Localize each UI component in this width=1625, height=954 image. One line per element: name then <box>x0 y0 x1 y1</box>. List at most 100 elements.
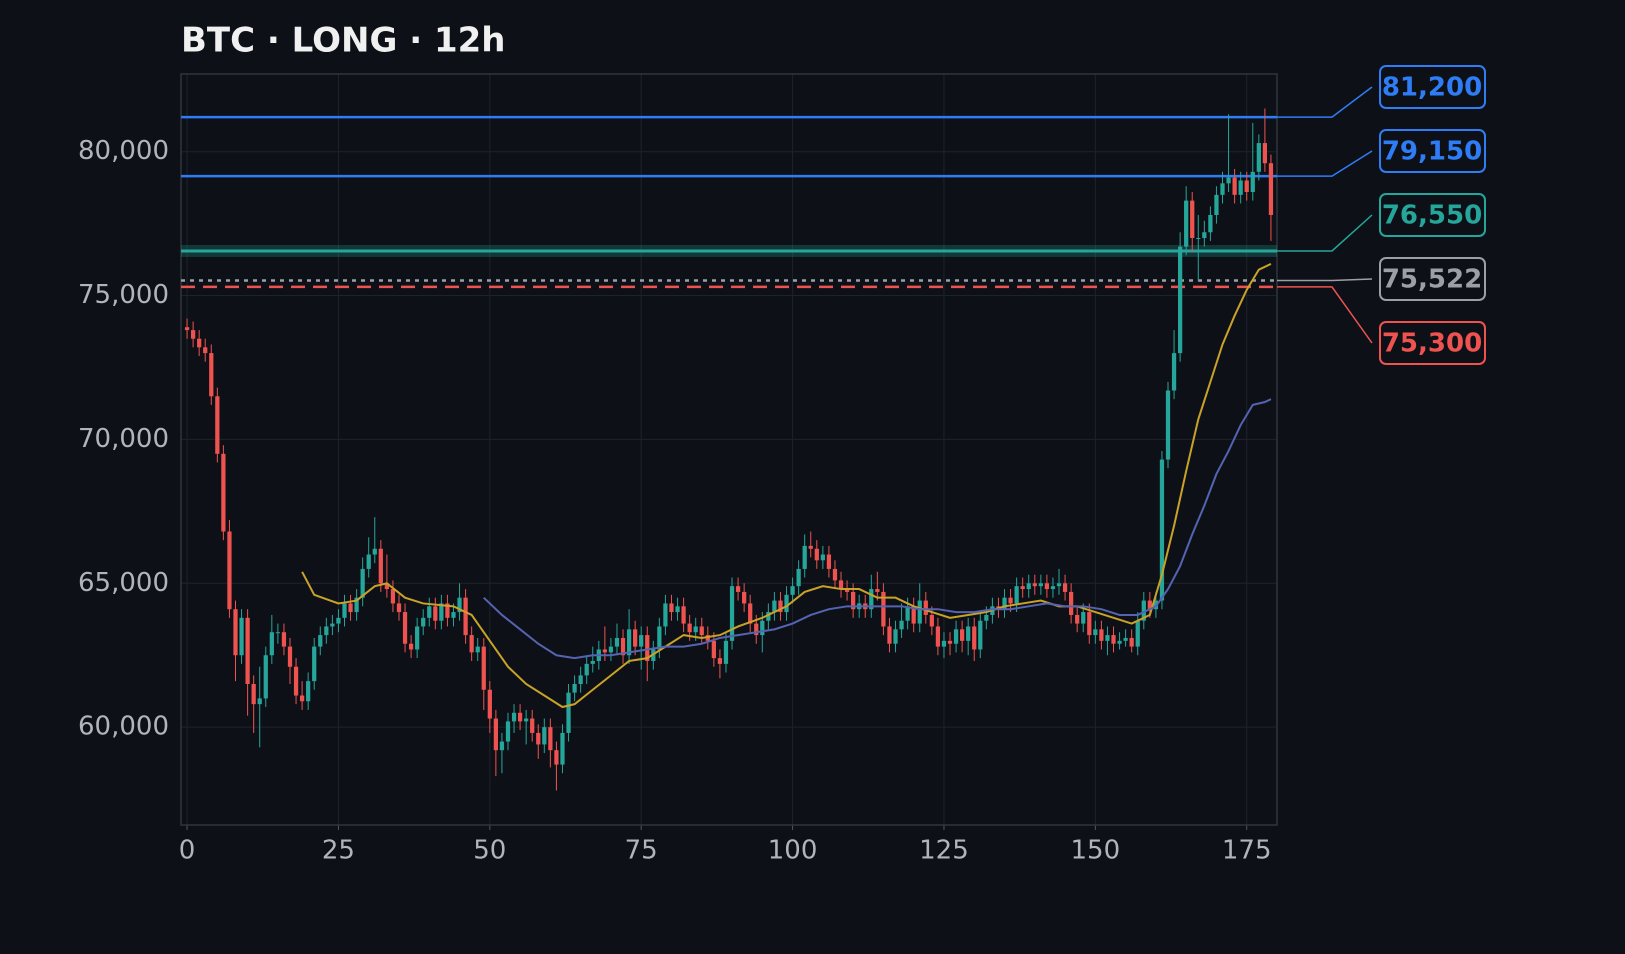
y-tick-label: 70,000 <box>78 424 169 454</box>
candle-body <box>1087 612 1092 636</box>
candle-body <box>1117 640 1122 644</box>
candle-body <box>1008 597 1013 604</box>
candle-body <box>299 695 305 702</box>
level-label-box <box>1379 129 1486 173</box>
candle-body <box>463 597 468 636</box>
candle-body <box>336 617 341 624</box>
candle-body <box>633 629 638 647</box>
candle-body <box>881 591 886 627</box>
candle-body <box>281 632 287 647</box>
candle-body <box>233 609 238 656</box>
candle-body <box>469 635 474 653</box>
candle-body <box>639 635 644 647</box>
x-tick-label: 25 <box>322 836 355 866</box>
candle-body <box>844 589 850 592</box>
candle-body <box>1002 597 1007 610</box>
candle-body <box>669 603 674 613</box>
candle-body <box>657 626 662 650</box>
candle-body <box>1141 600 1146 621</box>
candle-body <box>687 623 692 633</box>
candle-body <box>929 614 934 627</box>
candle-body <box>1147 600 1152 610</box>
level-label: 75,522 <box>1382 265 1482 295</box>
candle-body <box>838 580 844 590</box>
candle-body <box>941 640 947 647</box>
candle-body <box>1208 214 1213 233</box>
level-label-box <box>1379 65 1486 109</box>
candle-body <box>421 617 426 627</box>
candle-body <box>735 586 741 592</box>
candle-body <box>445 603 450 618</box>
candle-body <box>1069 591 1074 615</box>
x-tick-label: 100 <box>768 836 818 866</box>
chart-title: BTC · LONG · 12h <box>181 21 505 61</box>
candle-body <box>1026 583 1031 590</box>
candle-body <box>814 548 819 561</box>
candle-body <box>330 623 335 627</box>
plot-border <box>180 73 1278 826</box>
candle-body <box>560 732 565 765</box>
candle-body <box>408 643 414 650</box>
candle-body <box>1202 232 1207 239</box>
candle-body <box>663 603 668 627</box>
y-tick-label: 65,000 <box>78 568 169 598</box>
candle-body <box>742 591 747 604</box>
candle-body <box>1129 637 1134 647</box>
candle-body <box>1177 246 1183 354</box>
candle-body <box>257 698 262 705</box>
candle-body <box>729 586 735 641</box>
candle-body <box>723 640 729 664</box>
candle-body <box>917 600 922 624</box>
candle-body <box>1268 163 1274 215</box>
moving-average-line <box>483 398 1272 660</box>
candle-body <box>1044 583 1050 590</box>
candle-body <box>203 347 208 354</box>
candle-body <box>1105 635 1110 641</box>
candle-body <box>905 606 910 621</box>
candle-body <box>1238 180 1243 195</box>
candle-body <box>348 603 353 613</box>
candle-body <box>1135 620 1140 647</box>
candle-body <box>275 632 281 634</box>
candle-body <box>802 545 807 569</box>
candle-body <box>887 626 892 644</box>
candle-body <box>1014 586 1019 604</box>
candle-body <box>584 663 589 676</box>
candle-body <box>590 660 595 664</box>
candle-body <box>978 620 983 650</box>
level-label-box <box>1379 321 1486 365</box>
candle-body <box>1184 200 1189 247</box>
x-tick-label: 125 <box>919 836 969 866</box>
candle-body <box>784 594 789 613</box>
candle-body <box>566 692 571 733</box>
candle-body <box>227 531 232 610</box>
candle-body <box>542 727 547 745</box>
candle-body <box>1093 629 1098 636</box>
candle-body <box>554 750 559 765</box>
candle-body <box>935 626 941 647</box>
x-tick-label: 75 <box>625 836 658 866</box>
candle-body <box>675 606 680 613</box>
candle-body <box>620 637 626 656</box>
candle-body <box>760 620 765 636</box>
candle-body <box>1050 586 1056 590</box>
candle-body <box>215 396 220 454</box>
candle-body <box>614 637 620 647</box>
candle-body <box>1256 143 1261 172</box>
y-tick-label: 80,000 <box>78 136 169 166</box>
candle-body <box>1196 238 1201 240</box>
candle-body <box>869 589 874 610</box>
candle-body <box>415 626 420 650</box>
candle-body <box>481 646 486 690</box>
candle-body <box>778 600 783 613</box>
candle-body <box>1020 586 1025 590</box>
candle-body <box>511 712 517 722</box>
candle-body <box>911 606 916 624</box>
candle-body <box>324 626 329 636</box>
candle-body <box>366 554 371 569</box>
candle-body <box>548 727 553 751</box>
candle-body <box>693 626 698 633</box>
candle-body <box>851 591 856 610</box>
candle-body <box>306 681 311 702</box>
